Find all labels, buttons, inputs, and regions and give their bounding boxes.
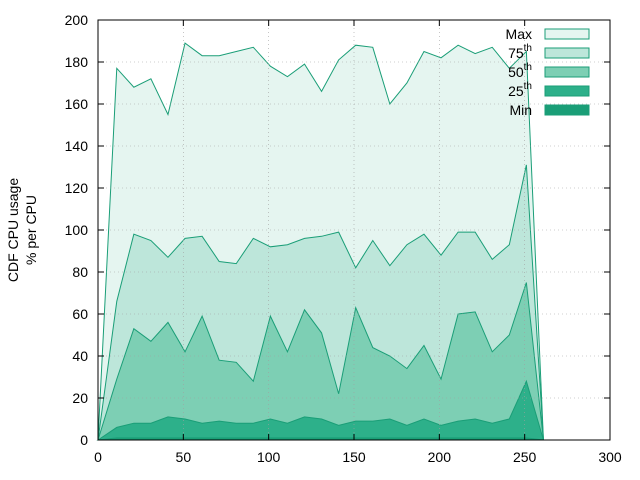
legend-label: 75th — [508, 43, 532, 61]
y-tick-label: 120 — [65, 180, 89, 196]
y-axis-label-line: % per CPU — [23, 195, 39, 265]
x-tick-label: 150 — [342, 449, 366, 465]
y-tick-label: 180 — [65, 54, 89, 70]
legend-label: Min — [509, 102, 532, 118]
y-tick-label: 80 — [72, 264, 88, 280]
area-series-group — [96, 42, 545, 441]
x-tick-label: 0 — [94, 449, 102, 465]
y-tick-label: 200 — [65, 12, 89, 28]
legend-label: 50th — [508, 62, 532, 80]
y-tick-label: 160 — [65, 96, 89, 112]
y-axis-label: CDF CPU usage% per CPU — [5, 178, 39, 282]
y-axis-ticks: 0 20 40 60 80 100 120 140 160 180 200 — [65, 12, 610, 448]
y-axis-label-line: CDF CPU usage — [5, 178, 21, 282]
y-tick-label: 20 — [72, 390, 88, 406]
x-tick-label: 300 — [598, 449, 622, 465]
legend-label: Max — [506, 26, 532, 42]
legend-swatch — [544, 104, 590, 116]
legend-swatch — [544, 28, 590, 40]
area-series-4 — [96, 379, 545, 441]
grid-lines — [98, 20, 610, 440]
legend-swatch — [544, 47, 590, 59]
x-axis-ticks: 0 50 100 150 200 250 300 — [94, 20, 622, 465]
x-tick-label: 250 — [513, 449, 537, 465]
y-tick-label: 40 — [72, 348, 88, 364]
area-series-3 — [97, 282, 544, 441]
x-tick-label: 200 — [428, 449, 452, 465]
x-tick-label: 100 — [257, 449, 281, 465]
y-tick-label: 140 — [65, 138, 89, 154]
y-tick-label: 0 — [80, 432, 88, 448]
y-tick-label: 60 — [72, 306, 88, 322]
y-tick-label: 100 — [65, 222, 89, 238]
legend-swatch — [544, 66, 590, 78]
x-tick-label: 50 — [176, 449, 192, 465]
area-series-5 — [97, 437, 544, 441]
legend-swatch — [544, 85, 590, 97]
